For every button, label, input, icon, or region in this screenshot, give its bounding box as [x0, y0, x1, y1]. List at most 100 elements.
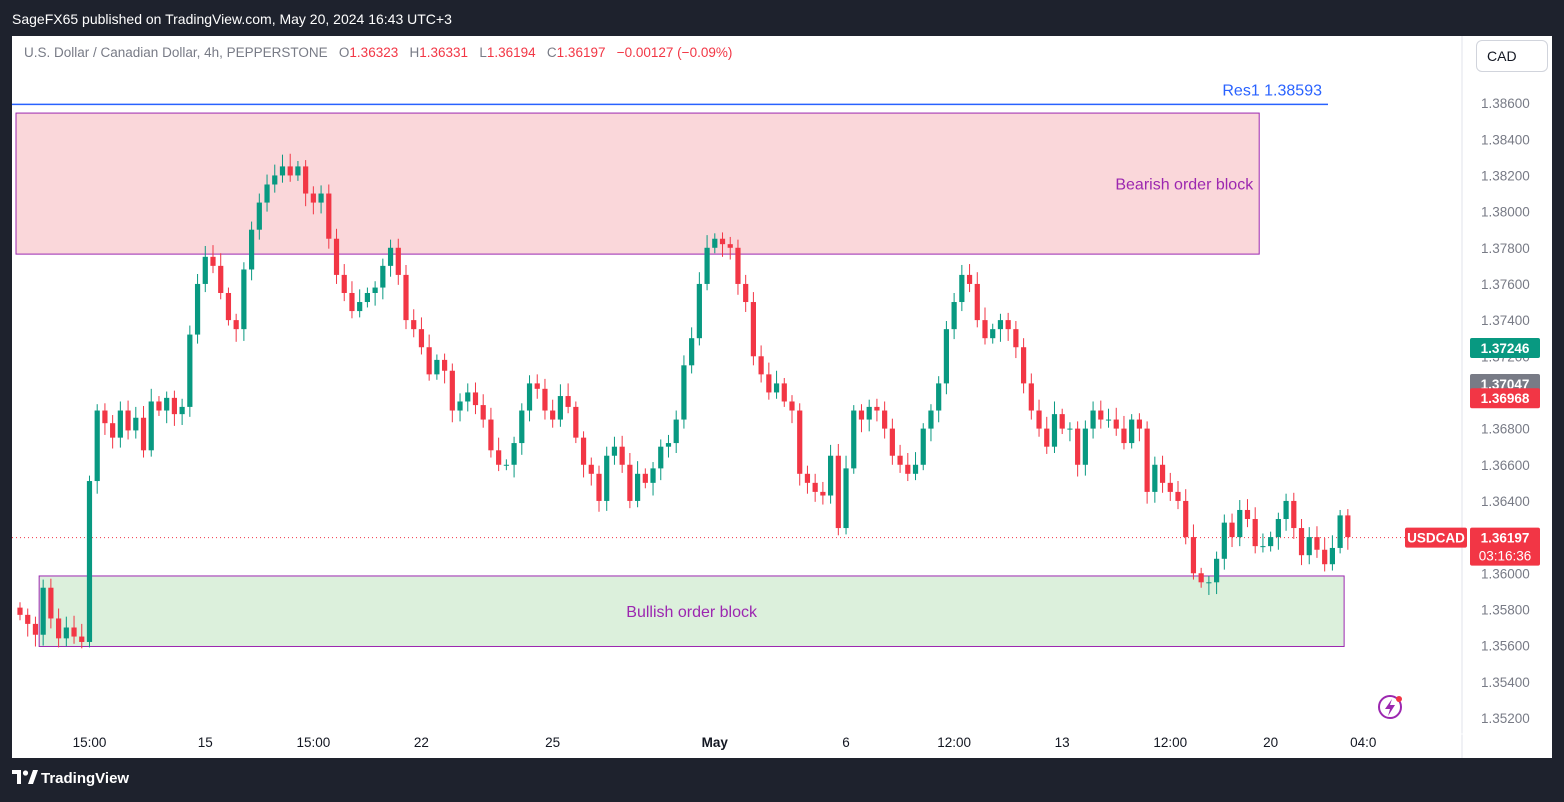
- candle-body[interactable]: [503, 464, 509, 466]
- candle-body[interactable]: [658, 446, 664, 469]
- candle-body[interactable]: [264, 184, 270, 203]
- candle-body[interactable]: [357, 302, 363, 312]
- order-block-zone[interactable]: [38, 575, 1345, 647]
- candle-body[interactable]: [140, 417, 147, 451]
- candle-body[interactable]: [71, 627, 77, 637]
- candle-body[interactable]: [727, 244, 733, 248]
- candle-body[interactable]: [750, 302, 756, 357]
- candlestick-chart[interactable]: 1.38600 1.38400 1.38200 1.38000 1.37800 1.376…: [12, 36, 1552, 758]
- candle-body[interactable]: [434, 359, 440, 375]
- candle-body[interactable]: [403, 274, 409, 321]
- candle-body[interactable]: [689, 338, 695, 366]
- symbol-description[interactable]: U.S. Dollar / Canadian Dollar, 4h, PEPPE…: [24, 45, 328, 60]
- candle-body[interactable]: [997, 320, 1004, 330]
- candle-body[interactable]: [1345, 515, 1351, 538]
- candle-body[interactable]: [133, 417, 139, 431]
- candle-body[interactable]: [102, 410, 108, 424]
- candle-body[interactable]: [542, 388, 548, 411]
- candle-body[interactable]: [418, 329, 425, 348]
- candle-body[interactable]: [465, 392, 471, 402]
- candle-body[interactable]: [1044, 428, 1050, 447]
- candle-body[interactable]: [1136, 419, 1142, 429]
- candle-body[interactable]: [936, 383, 942, 411]
- candle-body[interactable]: [835, 455, 841, 529]
- candle-body[interactable]: [1229, 522, 1235, 538]
- candle-body[interactable]: [442, 359, 448, 371]
- candle-body[interactable]: [565, 396, 571, 407]
- candle-body[interactable]: [411, 320, 417, 330]
- candle-body[interactable]: [1244, 509, 1251, 520]
- candle-body[interactable]: [1152, 464, 1158, 492]
- candle-body[interactable]: [303, 166, 309, 194]
- candle-body[interactable]: [735, 247, 741, 284]
- candle-body[interactable]: [681, 365, 687, 420]
- candle-body[interactable]: [766, 374, 772, 393]
- candle-body[interactable]: [333, 238, 340, 275]
- candle-body[interactable]: [156, 401, 162, 411]
- candle-body[interactable]: [179, 406, 185, 415]
- candle-body[interactable]: [851, 410, 857, 469]
- candle-body[interactable]: [1314, 537, 1320, 550]
- candle-body[interactable]: [457, 401, 463, 411]
- candle-body[interactable]: [1306, 537, 1312, 556]
- candle-body[interactable]: [897, 455, 903, 465]
- candle-body[interactable]: [241, 269, 247, 330]
- candle-body[interactable]: [511, 443, 517, 465]
- candle-body[interactable]: [627, 464, 633, 501]
- candle-body[interactable]: [48, 587, 54, 619]
- candle-body[interactable]: [364, 292, 370, 303]
- candle-body[interactable]: [604, 455, 610, 501]
- candle-body[interactable]: [1175, 491, 1181, 501]
- candle-body[interactable]: [1129, 419, 1135, 444]
- candle-body[interactable]: [148, 401, 154, 451]
- candle-body[interactable]: [1283, 500, 1289, 520]
- candle-body[interactable]: [704, 247, 710, 284]
- candle-body[interactable]: [1005, 320, 1011, 330]
- candle-body[interactable]: [426, 347, 432, 375]
- candle-body[interactable]: [117, 410, 123, 438]
- currency-button[interactable]: CAD: [1476, 40, 1548, 72]
- candle-body[interactable]: [202, 256, 208, 284]
- candle-body[interactable]: [797, 410, 803, 474]
- candle-body[interactable]: [635, 473, 641, 501]
- candle-body[interactable]: [341, 274, 347, 293]
- candle-body[interactable]: [619, 446, 625, 465]
- candle-body[interactable]: [194, 283, 201, 335]
- candle-body[interactable]: [519, 410, 525, 444]
- candle-body[interactable]: [249, 229, 255, 270]
- candle-body[interactable]: [843, 468, 849, 529]
- candle-body[interactable]: [928, 410, 934, 429]
- candle-body[interactable]: [665, 443, 672, 447]
- candle-body[interactable]: [32, 623, 39, 635]
- candle-body[interactable]: [449, 370, 455, 411]
- candle-body[interactable]: [187, 334, 193, 407]
- candle-body[interactable]: [974, 283, 980, 321]
- candle-body[interactable]: [874, 406, 880, 411]
- candle-body[interactable]: [1105, 419, 1112, 421]
- candle-body[interactable]: [943, 329, 949, 384]
- lightning-icon[interactable]: [1378, 695, 1402, 719]
- candle-body[interactable]: [982, 320, 988, 339]
- candle-body[interactable]: [534, 383, 540, 389]
- candle-body[interactable]: [1051, 414, 1058, 447]
- candle-body[interactable]: [1067, 428, 1073, 430]
- candle-body[interactable]: [295, 166, 301, 176]
- candle-body[interactable]: [94, 410, 100, 482]
- candle-body[interactable]: [349, 292, 355, 312]
- candle-body[interactable]: [256, 202, 262, 230]
- candle-body[interactable]: [1298, 528, 1305, 556]
- candle-body[interactable]: [1121, 428, 1127, 444]
- candle-body[interactable]: [1291, 500, 1297, 529]
- candle-body[interactable]: [1214, 558, 1220, 583]
- candle-body[interactable]: [743, 283, 749, 303]
- candle-body[interactable]: [990, 329, 996, 339]
- candle-body[interactable]: [773, 383, 780, 393]
- candle-body[interactable]: [951, 302, 957, 330]
- candle-body[interactable]: [550, 410, 556, 420]
- candle-body[interactable]: [588, 464, 594, 474]
- candle-body[interactable]: [1221, 522, 1227, 559]
- candle-body[interactable]: [673, 419, 679, 444]
- candle-body[interactable]: [496, 450, 502, 465]
- candle-body[interactable]: [164, 397, 170, 411]
- candle-body[interactable]: [642, 473, 648, 483]
